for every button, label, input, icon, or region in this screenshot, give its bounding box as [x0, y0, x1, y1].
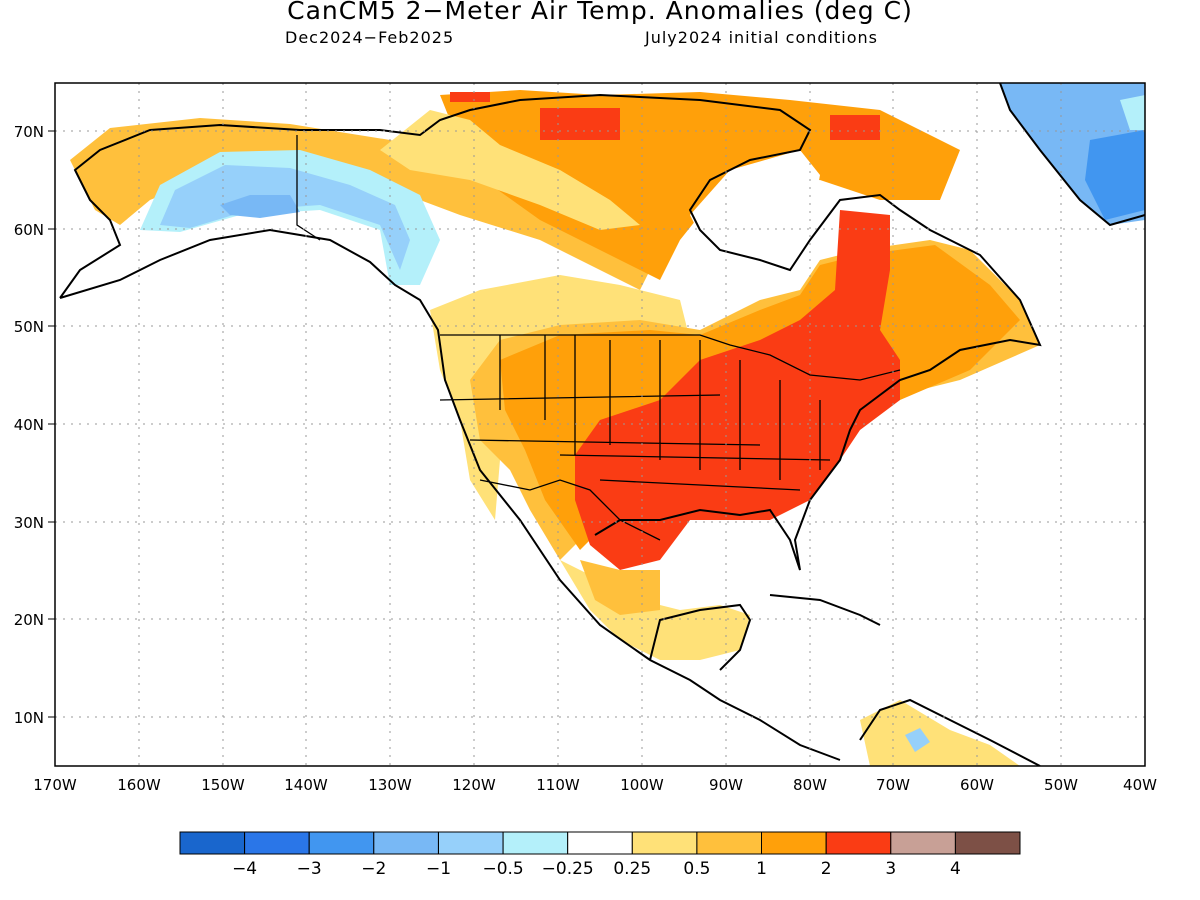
lat-label-10n: 10N	[14, 709, 44, 727]
colorbar-swatch-12	[890, 831, 956, 855]
map-title: CanCM5 2−Meter Air Temp. Anomalies (deg …	[287, 0, 913, 25]
colorbar-label: 0.25	[613, 859, 651, 879]
lon-label-170w: 170W	[33, 776, 77, 794]
anomaly-eastern-hot	[575, 210, 900, 570]
colorbar-label: 1	[756, 859, 767, 879]
colorbar-label: −0.5	[482, 859, 523, 879]
border-us-mexico	[479, 479, 661, 541]
lat-label-70n: 70N	[14, 123, 44, 141]
colorbar-swatch-6	[502, 831, 569, 855]
initial-conditions-label: July2024 initial conditions	[645, 28, 878, 47]
colorbar-swatch-7	[567, 831, 633, 855]
lon-label-140w: 140W	[284, 776, 328, 794]
colorbar-swatch-1	[179, 831, 246, 855]
lat-label-40n: 40N	[14, 416, 44, 434]
borders-us-states	[439, 335, 831, 491]
gridlines	[55, 83, 1145, 766]
colorbar-swatch-13	[954, 831, 1021, 855]
anomaly-hudson-neutral	[690, 150, 820, 270]
colorbar-label: −2	[361, 859, 386, 879]
colorbar-swatch-11	[825, 831, 892, 855]
anomaly-arctic-hot-spot	[450, 92, 880, 140]
lon-label-110w: 110W	[536, 776, 580, 794]
colorbar: −4 −3 −2 −1 −0.5 −0.25 0.25 0.5 1 2 3 4	[179, 831, 1021, 879]
lon-label-70w: 70W	[876, 776, 910, 794]
anomaly-south-america-warm	[860, 700, 1020, 766]
colorbar-swatch-4	[373, 831, 439, 855]
lon-label-130w: 130W	[368, 776, 412, 794]
lat-label-50n: 50N	[14, 318, 44, 336]
colorbar-swatch-10	[761, 831, 827, 855]
anomaly-greenland-cold	[1085, 130, 1145, 220]
colorbar-swatch-9	[696, 831, 763, 855]
lon-label-60w: 60W	[960, 776, 994, 794]
colorbar-swatch-5	[438, 831, 504, 855]
lat-label-60n: 60N	[14, 221, 44, 239]
border-alaska-canada	[296, 135, 321, 241]
lon-label-120w: 120W	[452, 776, 496, 794]
political-borders	[296, 135, 901, 541]
lat-labels: 70N 60N 50N 40N 30N 20N 10N	[14, 123, 44, 727]
anomaly-arctic-pale	[380, 110, 640, 230]
lon-label-100w: 100W	[620, 776, 664, 794]
lon-label-90w: 90W	[709, 776, 743, 794]
colorbar-label: −0.25	[542, 859, 594, 879]
coastline-cuba	[769, 594, 881, 626]
season-label: Dec2024−Feb2025	[285, 28, 455, 47]
lat-label-30n: 30N	[14, 514, 44, 532]
lon-labels: 170W 160W 150W 140W 130W 120W 110W 100W …	[33, 776, 1157, 794]
colorbar-label: −4	[232, 859, 257, 879]
colorbar-swatch-2	[244, 831, 310, 855]
coastline-greenland	[999, 83, 1145, 227]
anomaly-caribbean-cold-spot	[905, 728, 930, 752]
colorbar-label: 3	[885, 859, 896, 879]
colorbar-label: −1	[426, 859, 451, 879]
lon-label-150w: 150W	[201, 776, 245, 794]
border-us-canada	[440, 334, 901, 381]
anomaly-alaska-cold-core	[220, 195, 300, 218]
colorbar-label: 4	[950, 859, 961, 879]
lat-label-20n: 20N	[14, 611, 44, 629]
colorbar-swatch-8	[631, 831, 698, 855]
anomaly-field	[70, 83, 1145, 766]
lon-label-160w: 160W	[117, 776, 161, 794]
lon-label-50w: 50W	[1044, 776, 1078, 794]
anomaly-mexico-orange	[580, 560, 660, 615]
colorbar-swatch-3	[308, 831, 375, 855]
colorbar-label: 2	[821, 859, 832, 879]
colorbar-label: 0.5	[683, 859, 710, 879]
anomaly-greenland-pale	[1120, 95, 1145, 130]
anomaly-alaska-cold	[160, 165, 410, 270]
colorbar-label: −3	[297, 859, 322, 879]
lon-label-80w: 80W	[793, 776, 827, 794]
lat-ticks	[48, 130, 55, 718]
lon-label-40w: 40W	[1123, 776, 1157, 794]
